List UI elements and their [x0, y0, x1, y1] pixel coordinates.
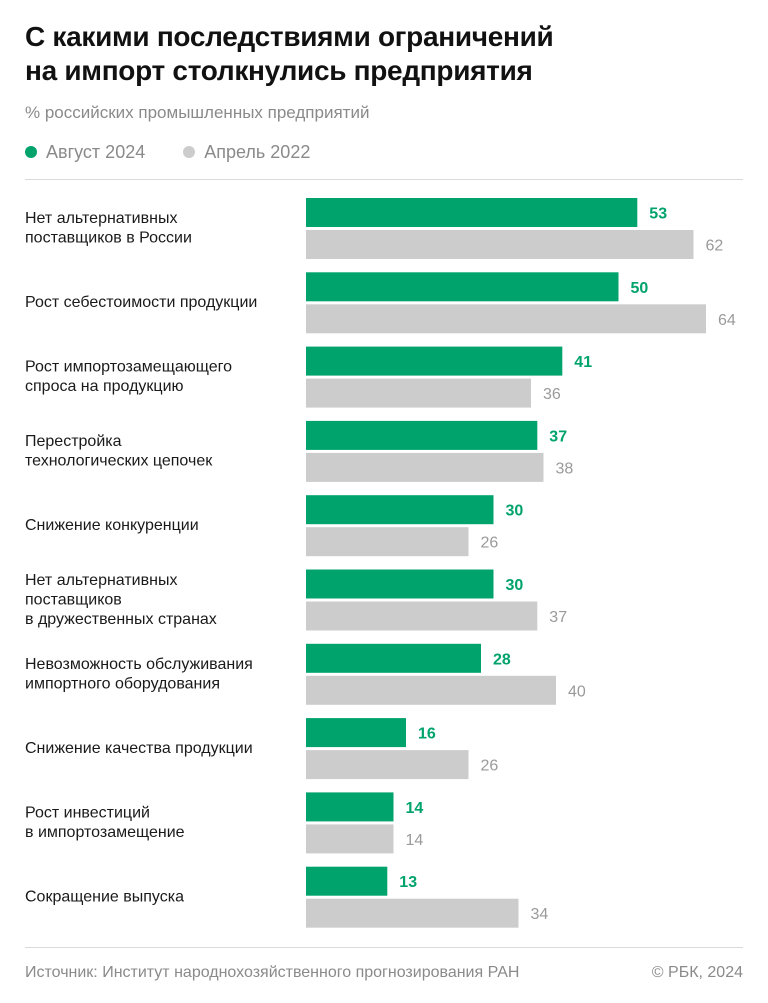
value-label-april-2022: 64 [718, 312, 736, 329]
source-note: Источник: Институт народнохозяйственного… [25, 964, 520, 981]
category-label-line: в дружественных странах [25, 611, 217, 628]
bar-august-2024 [306, 346, 563, 376]
category-label: Сокращение выпуска [25, 888, 184, 905]
category-label: Снижение конкуренции [25, 517, 199, 534]
category-label: Рост себестоимости продукции [25, 294, 257, 311]
value-label-april-2022: 38 [556, 460, 574, 477]
bar-group: Рост себестоимости продукции 50 64 [25, 272, 736, 334]
bar-april-2022 [306, 898, 519, 928]
bar-april-2022 [306, 601, 538, 631]
bar-august-2024 [306, 495, 494, 525]
legend-label-august-2024: Август 2024 [46, 141, 146, 162]
bottom-divider [25, 947, 743, 948]
category-label-line: технологических цепочек [25, 452, 213, 469]
bar-april-2022 [306, 378, 531, 408]
category-label: Снижение качества продукции [25, 740, 253, 757]
value-label-august-2024: 13 [399, 874, 417, 891]
bar-group: Невозможность обслуживания импортного обо… [25, 643, 586, 705]
bar-august-2024 [306, 569, 494, 599]
category-label-line: Сокращение выпуска [25, 888, 184, 905]
bar-april-2022 [306, 304, 706, 334]
category-label: Невозможность обслуживания импортного обо… [25, 656, 253, 693]
bar-group: Нет альтернативных поставщиков в дружестве… [25, 569, 567, 631]
bar-april-2022 [306, 750, 469, 780]
category-label-line: Нет альтернативных [25, 572, 177, 589]
legend-item-april-2022: Апрель 2022 [183, 142, 310, 163]
bar-april-2022 [306, 452, 544, 482]
chart-title: С какими последствиями ограничений на им… [25, 20, 745, 88]
top-divider [25, 179, 743, 180]
value-label-august-2024: 50 [631, 280, 649, 297]
value-label-april-2022: 26 [481, 535, 499, 552]
value-label-august-2024: 14 [406, 800, 424, 817]
category-label-line: Невозможность обслуживания [25, 656, 253, 673]
chart-subtitle: % российских промышленных предприятий [25, 103, 370, 122]
value-label-april-2022: 62 [706, 238, 724, 255]
category-label-line: Рост инвестиций [25, 804, 150, 821]
value-label-april-2022: 14 [406, 832, 424, 849]
value-label-august-2024: 41 [574, 354, 592, 371]
bar-august-2024 [306, 866, 388, 896]
value-label-august-2024: 37 [549, 428, 567, 445]
bar-group: Снижение конкуренции 30 26 [25, 495, 524, 557]
value-label-april-2022: 36 [543, 386, 561, 403]
bar-april-2022 [306, 527, 469, 557]
category-label-line: спроса на продукцию [25, 378, 184, 395]
bar-group: Сокращение выпуска 13 34 [25, 866, 549, 928]
category-label-line: Перестройка [25, 433, 122, 450]
category-label: Нет альтернативных поставщиков в дружестве… [25, 572, 217, 628]
value-label-april-2022: 34 [531, 906, 549, 923]
category-label: Перестройка технологических цепочек [25, 433, 213, 470]
chart-title-line-2: на импорт столкнулись предприятия [25, 55, 533, 86]
value-label-april-2022: 37 [549, 609, 567, 626]
legend-dot-green-icon [25, 146, 37, 158]
value-label-april-2022: 26 [481, 758, 499, 775]
bar-group: Рост импортозамещающего спроса на продукц… [25, 346, 592, 408]
legend-dot-gray-icon [183, 146, 196, 158]
bar-april-2022 [306, 230, 694, 259]
bar-august-2024 [306, 792, 394, 822]
chart-title-line-1: С какими последствиями ограничений [25, 21, 554, 52]
category-label: Рост инвестиций в импортозамещение [25, 804, 185, 841]
category-label-line: поставщиков в России [25, 230, 192, 247]
category-label-line: Снижение конкуренции [25, 517, 199, 534]
chart-legend: Август 2024 Апрель 2022 [25, 141, 348, 163]
legend-item-august-2024: Август 2024 [25, 142, 145, 163]
bar-group: Рост инвестиций в импортозамещение 14 14 [25, 792, 424, 854]
value-label-august-2024: 53 [649, 206, 667, 223]
copyright-note: © РБК, 2024 [651, 964, 743, 981]
bar-group: Нет альтернативных поставщиков в России 53… [25, 198, 723, 259]
value-label-august-2024: 28 [493, 651, 511, 668]
bar-april-2022 [306, 675, 556, 705]
category-label: Нет альтернативных поставщиков в России [25, 210, 192, 247]
category-label-line: Рост себестоимости продукции [25, 294, 257, 311]
bar-august-2024 [306, 198, 638, 227]
bar-group: Снижение качества продукции 16 26 [25, 718, 499, 780]
category-label-line: Снижение качества продукции [25, 740, 253, 757]
category-label-line: Рост импортозамещающего [25, 359, 232, 376]
bar-august-2024 [306, 718, 406, 748]
bar-group: Перестройка технологических цепочек 37 38 [25, 420, 574, 482]
bar-august-2024 [306, 420, 538, 450]
value-label-april-2022: 40 [568, 683, 586, 700]
value-label-august-2024: 30 [506, 503, 524, 520]
category-label-line: в импортозамещение [25, 824, 185, 841]
bar-april-2022 [306, 824, 394, 854]
category-label-line: Нет альтернативных [25, 210, 177, 227]
value-label-august-2024: 30 [506, 577, 524, 594]
value-label-august-2024: 16 [418, 726, 436, 743]
bar-august-2024 [306, 272, 619, 302]
bar-august-2024 [306, 643, 481, 673]
legend-label-april-2022: Апрель 2022 [204, 141, 311, 162]
category-label-line: импортного оборудования [25, 675, 220, 692]
category-label-line: поставщиков [25, 591, 122, 608]
category-label: Рост импортозамещающего спроса на продукц… [25, 359, 232, 396]
